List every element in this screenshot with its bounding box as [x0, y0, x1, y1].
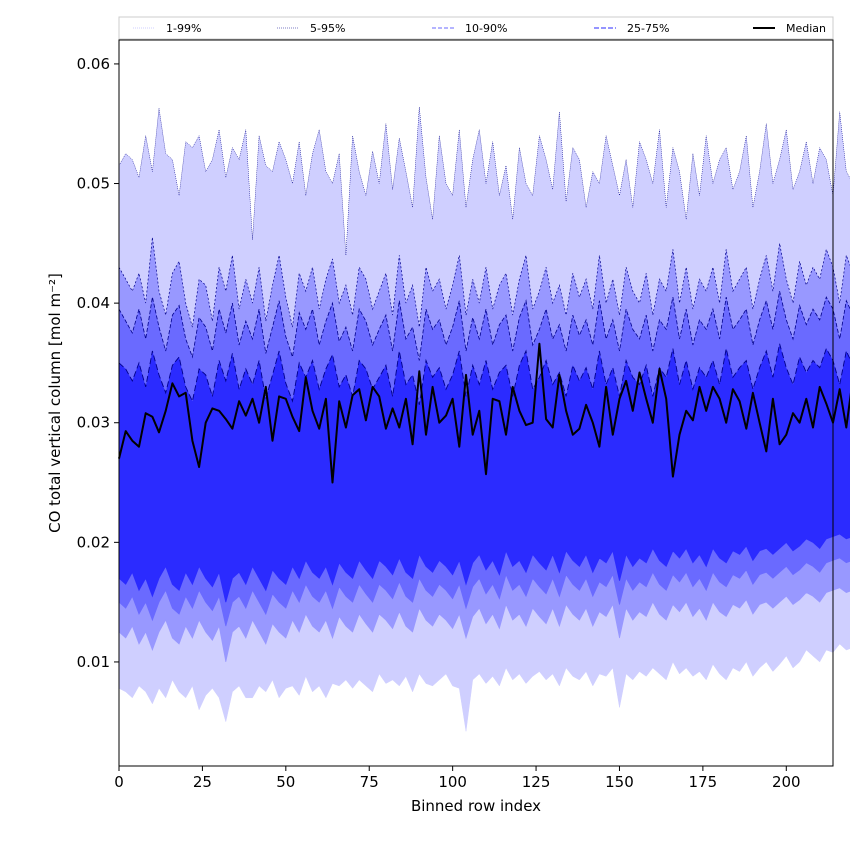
- legend: 1-99% 5-95% 10-90% 25-75% Median: [118, 16, 834, 40]
- band-5-95-upper-line: [118, 237, 850, 328]
- x-axis: 0 25 50 75 100 125 150 175 200: [114, 766, 801, 791]
- y-axis-label: CO total vertical column [mol m⁻²]: [46, 273, 64, 533]
- y-tick-label: 0.05: [77, 175, 110, 193]
- x-tick-label: 0: [114, 773, 124, 791]
- y-tick-label: 0.04: [77, 294, 110, 312]
- y-tick-label: 0.02: [77, 533, 110, 551]
- plot-frame: [118, 39, 834, 767]
- x-tick-label: 75: [360, 773, 379, 791]
- x-tick-label: 25: [193, 773, 212, 791]
- x-tick-label: 175: [689, 773, 718, 791]
- y-tick-label: 0.06: [77, 55, 110, 73]
- legend-label-5-95: 5-95%: [310, 22, 345, 35]
- legend-label-10-90: 10-90%: [465, 22, 507, 35]
- median-layer: [118, 342, 850, 484]
- legend-label-median: Median: [786, 22, 826, 35]
- legend-box: [118, 16, 834, 40]
- band-1-99-lower-line: [118, 643, 850, 732]
- x-tick-label: 100: [438, 773, 467, 791]
- band-5-95-lower-line: [118, 587, 850, 662]
- y-tick-label: 0.03: [77, 414, 110, 432]
- median-line: [118, 342, 850, 484]
- x-tick-label: 200: [772, 773, 801, 791]
- legend-label-1-99: 1-99%: [166, 22, 201, 35]
- x-tick-label: 125: [522, 773, 551, 791]
- x-tick-label: 50: [276, 773, 295, 791]
- band-25-75-lower-line: [118, 533, 850, 603]
- y-axis: 0.01 0.02 0.03 0.04 0.05 0.06: [77, 55, 119, 671]
- x-axis-label: Binned row index: [411, 797, 541, 815]
- band-10-90-lower-line: [118, 557, 850, 627]
- x-tick-label: 150: [605, 773, 634, 791]
- band-10-90-upper-line: [118, 291, 850, 361]
- legend-label-25-75: 25-75%: [627, 22, 669, 35]
- y-tick-label: 0.01: [77, 653, 110, 671]
- percentile-bands: [118, 106, 850, 732]
